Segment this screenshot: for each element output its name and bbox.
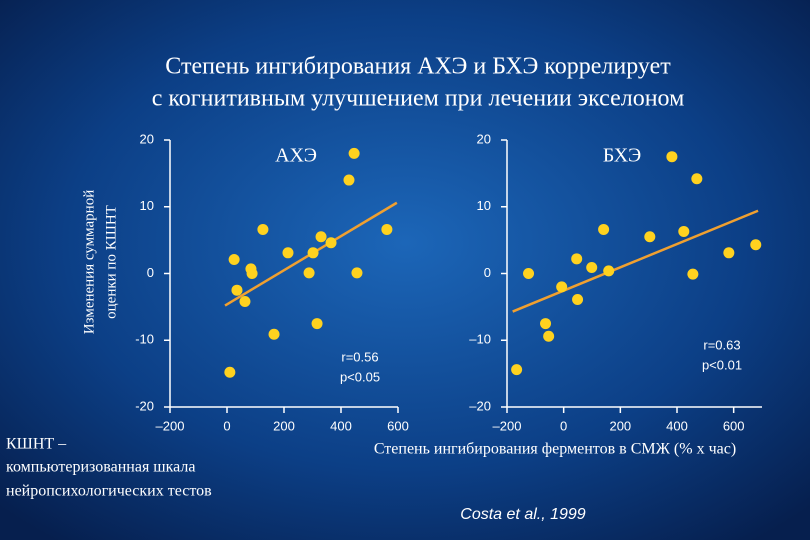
data-point xyxy=(691,173,703,185)
annotation: r=0.56 xyxy=(341,349,378,364)
footnote-line: компьютеризованная шкала xyxy=(6,459,195,476)
data-point xyxy=(571,253,583,265)
x-axis-title: Степень ингибирования ферментов в СМЖ (%… xyxy=(374,441,736,458)
data-point xyxy=(723,247,735,259)
y-tick-label: –20 xyxy=(469,398,491,413)
data-point xyxy=(586,261,598,273)
data-point xyxy=(231,284,243,296)
y-tick-label: 0 xyxy=(484,265,491,280)
x-tick-label: 600 xyxy=(387,418,409,433)
footnote-line: КШНТ – xyxy=(6,436,67,453)
y-axis-title: Изменения суммарной оценки по КШНТ xyxy=(81,190,119,334)
x-tick-label: 0 xyxy=(560,418,567,433)
x-tick-label: –200 xyxy=(156,418,185,433)
y-tick-label: -20 xyxy=(135,398,154,413)
data-point xyxy=(750,239,762,251)
y-label-line: Изменения суммарной xyxy=(81,190,97,334)
y-tick-label: 20 xyxy=(140,131,154,146)
data-point xyxy=(603,265,615,277)
data-point xyxy=(572,294,584,306)
x-tick-label: 400 xyxy=(666,418,688,433)
y-tick-label: 20 xyxy=(477,131,491,146)
chart-title: АХЭ xyxy=(275,145,317,167)
annotation: r=0.63 xyxy=(703,337,740,352)
data-point xyxy=(687,268,699,280)
data-point xyxy=(678,225,690,237)
data-point xyxy=(556,281,568,293)
data-point xyxy=(644,231,656,243)
data-point xyxy=(239,296,251,308)
data-point xyxy=(282,247,294,259)
x-tick-label: 400 xyxy=(330,418,352,433)
data-point xyxy=(315,231,327,243)
data-point xyxy=(307,247,319,259)
data-point xyxy=(381,223,393,235)
data-point xyxy=(348,147,360,159)
data-point xyxy=(224,366,236,378)
title-line: Степень ингибирования АХЭ и БХЭ коррелир… xyxy=(165,54,671,80)
y-tick-label: -10 xyxy=(135,332,154,347)
data-point xyxy=(268,328,280,340)
data-point xyxy=(511,364,523,376)
x-tick-label: –200 xyxy=(493,418,522,433)
x-tick-label: 200 xyxy=(273,418,295,433)
citation: Costa et al., 1999 xyxy=(460,506,586,523)
chart-title: БХЭ xyxy=(603,145,641,167)
data-point xyxy=(543,330,555,342)
y-label-line: оценки по КШНТ xyxy=(103,205,119,319)
trend-line xyxy=(512,209,759,313)
data-point xyxy=(303,267,315,279)
data-point xyxy=(666,151,678,163)
data-point xyxy=(246,268,258,279)
footnote-line: нейропсихологических тестов xyxy=(6,483,212,500)
data-point xyxy=(311,318,323,330)
title-line: с когнитивным улучшением при лечении экс… xyxy=(152,86,685,112)
y-tick-label: –10 xyxy=(469,332,491,347)
x-tick-label: 200 xyxy=(609,418,631,433)
data-point xyxy=(343,174,355,186)
data-point xyxy=(598,223,610,235)
annotation: p<0.05 xyxy=(340,369,380,384)
y-tick-label: 0 xyxy=(147,265,154,280)
data-point xyxy=(540,318,552,330)
data-point xyxy=(523,268,535,279)
data-point xyxy=(325,237,337,249)
x-tick-label: 0 xyxy=(223,418,230,433)
y-tick-label: 10 xyxy=(477,198,491,213)
x-tick-label: 600 xyxy=(723,418,745,433)
data-point xyxy=(257,223,269,235)
data-point xyxy=(351,267,363,279)
data-point xyxy=(228,253,240,265)
y-tick-label: 10 xyxy=(140,198,154,213)
annotation: p<0.01 xyxy=(702,357,742,372)
